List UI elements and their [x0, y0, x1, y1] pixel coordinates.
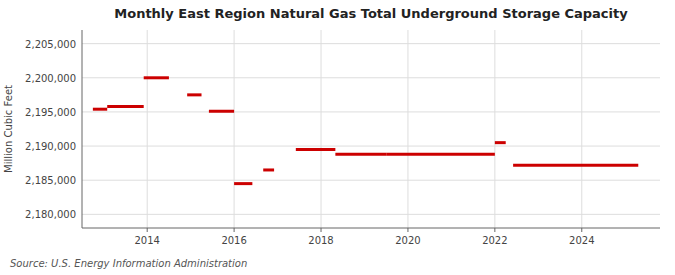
x-grid-line	[321, 30, 322, 228]
x-axis-line	[82, 228, 660, 229]
line-segment	[296, 148, 336, 151]
x-grid-line	[407, 30, 408, 228]
x-tick-mark	[494, 228, 495, 232]
y-tick-label: 2,200,000	[25, 73, 76, 84]
y-tick-label: 2,195,000	[25, 107, 76, 118]
x-grid-line	[234, 30, 235, 228]
y-grid-line	[82, 146, 660, 147]
x-tick-mark	[234, 228, 235, 232]
y-grid-line	[82, 111, 660, 112]
x-tick-mark	[581, 228, 582, 232]
x-tick-mark	[321, 228, 322, 232]
line-segment	[107, 105, 144, 108]
y-axis-line	[82, 30, 83, 228]
line-segment	[144, 76, 169, 79]
x-grid-line	[581, 30, 582, 228]
y-grid-line	[82, 43, 660, 44]
x-tick-mark	[147, 228, 148, 232]
x-tick-label: 2022	[482, 235, 507, 246]
line-segment	[234, 182, 252, 185]
y-tick-label: 2,205,000	[25, 39, 76, 50]
x-tick-label: 2024	[569, 235, 594, 246]
source: Source: U.S. Energy Information Administ…	[10, 258, 247, 269]
x-tick-label: 2020	[395, 235, 420, 246]
x-grid-line	[494, 30, 495, 228]
x-grid-line	[147, 30, 148, 228]
grid	[82, 30, 660, 228]
y-tick-label: 2,180,000	[25, 209, 76, 220]
x-tick-label: 2018	[308, 235, 333, 246]
title: Monthly East Region Natural Gas Total Un…	[114, 6, 628, 21]
y-axis-label: Million Cubic Feet	[3, 85, 14, 173]
line-segment	[187, 93, 201, 96]
line-segment	[495, 141, 506, 144]
line-segment	[93, 108, 107, 111]
line-segment	[335, 153, 386, 156]
y-grid-line	[82, 214, 660, 215]
line-segment	[263, 168, 274, 171]
y-tick-label: 2,190,000	[25, 141, 76, 152]
series	[93, 78, 638, 184]
line-segment	[513, 164, 638, 167]
y-tick-label: 2,185,000	[25, 175, 76, 186]
y-grid-line	[82, 180, 660, 181]
y-grid-line	[82, 77, 660, 78]
x-tick-label: 2014	[134, 235, 159, 246]
chart: 2,180,000 2,185,000 2,190,000 2,195,000 2,20…	[0, 0, 675, 275]
x-tick-label: 2016	[221, 235, 246, 246]
line-segment	[386, 153, 495, 156]
line-segment	[209, 110, 234, 113]
x-tick-mark	[407, 228, 408, 232]
